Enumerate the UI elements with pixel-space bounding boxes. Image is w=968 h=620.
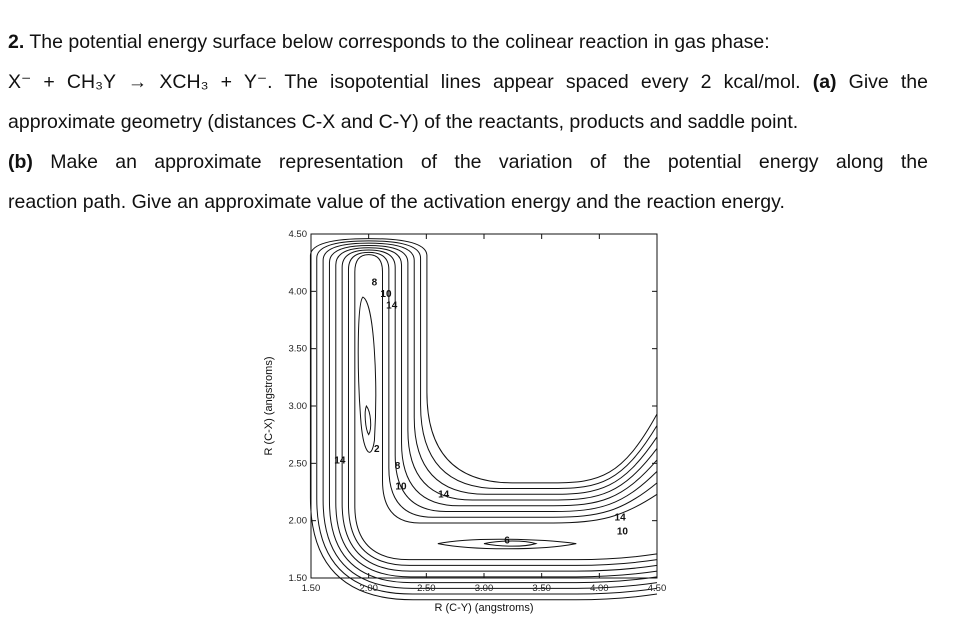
product-well-contour <box>437 538 577 550</box>
x-tick-label: 3.00 <box>475 583 494 594</box>
contour-spacing-text: The isopotential lines appear spaced eve… <box>272 71 813 93</box>
y-tick-label: 4.00 <box>289 286 308 297</box>
plot-frame <box>310 233 658 579</box>
part-a-label: (a) <box>812 71 837 93</box>
contour-value-label: 8 <box>395 461 401 472</box>
problem-intro: The potential energy surface below corre… <box>24 31 770 53</box>
problem-statement: 2. The potential energy surface below co… <box>8 22 928 222</box>
contour-value-label: 2 <box>374 444 380 455</box>
contour-value-label: 8 <box>372 278 378 289</box>
potential-energy-surface-figure: 1.50 2.00 2.50 3.00 3.50 4.00 4.50 1.50 2.00 2.50… <box>258 226 678 620</box>
contour-value-label: 10 <box>395 482 407 493</box>
part-a-line-1: Give the <box>836 71 928 93</box>
contour-line <box>354 254 658 561</box>
y-tick-label: 1.50 <box>289 573 308 584</box>
y-tick-label: 3.00 <box>289 401 308 412</box>
x-tick-label: 4.00 <box>590 583 609 594</box>
x-tick-label: 4.50 <box>648 583 667 594</box>
contour-line <box>328 244 658 584</box>
contour-value-label: 10 <box>617 526 629 537</box>
contour-line <box>309 238 658 601</box>
contour-plot: 1.50 2.00 2.50 3.00 3.50 4.00 4.50 1.50 2.00 2.50… <box>263 229 667 614</box>
reactant-well-inner-contour <box>364 405 372 436</box>
problem-line-4: (b) Make an approximate representation o… <box>8 142 928 182</box>
contour-line <box>322 242 658 589</box>
contour-value-label: 14 <box>334 455 346 466</box>
axis-ticks: 1.50 2.00 2.50 3.00 3.50 4.00 4.50 1.50 2.00 2.50… <box>289 229 667 594</box>
x-tick-label: 1.50 <box>302 583 321 594</box>
part-a-line-2: approximate geometry (distances C-X and … <box>8 111 799 133</box>
x-tick-label: 2.50 <box>417 583 436 594</box>
y-tick-label: 2.00 <box>289 516 308 527</box>
contour-value-label: 14 <box>386 301 398 312</box>
contour-line <box>316 240 658 595</box>
problem-line-1: 2. The potential energy surface below co… <box>8 22 928 62</box>
contour-value-label: 14 <box>438 490 450 501</box>
y-tick-label: 3.50 <box>289 344 308 355</box>
contour-line <box>335 247 658 578</box>
problem-line-5: reaction path. Give an approximate value… <box>8 182 928 222</box>
y-tick-label: 4.50 <box>289 229 308 240</box>
contour-value-label: 10 <box>380 289 392 300</box>
contour-value-label: 6 <box>504 536 510 547</box>
y-axis-title: R (C-X) (angstroms) <box>263 356 275 455</box>
problem-line-2: X⁻ + CH₃Y → XCH₃ + Y⁻. The isopotential … <box>8 62 928 102</box>
x-tick-label: 3.50 <box>532 583 551 594</box>
product-well-inner-contour <box>483 540 538 547</box>
contour-line <box>347 251 658 566</box>
problem-number: 2. <box>8 31 25 53</box>
x-axis-title: R (C-Y) (angstroms) <box>434 602 533 614</box>
x-tick-label: 2.00 <box>359 583 378 594</box>
contour-value-label: 14 <box>615 513 627 524</box>
problem-line-3: approximate geometry (distances C-X and … <box>8 102 928 142</box>
part-b-line-1: Make an approximate representation of th… <box>32 151 928 173</box>
contour-lines <box>309 238 658 601</box>
y-tick-label: 2.50 <box>289 458 308 469</box>
part-b-line-2: reaction path. Give an approximate value… <box>8 191 785 213</box>
reaction-equation: X⁻ + CH₃Y → XCH₃ + Y⁻. <box>8 71 273 93</box>
contour-line <box>341 249 658 572</box>
part-b-label: (b) <box>8 151 33 173</box>
reactant-well-contour <box>357 296 377 453</box>
